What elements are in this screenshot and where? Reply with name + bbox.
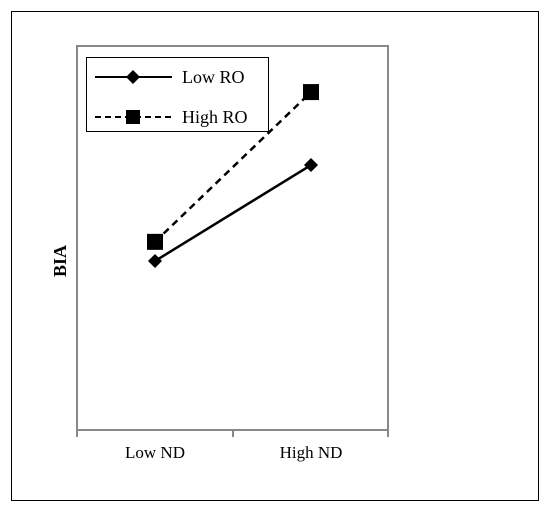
series-layer (147, 84, 319, 269)
data-point-diamond (148, 254, 162, 269)
legend-box (86, 57, 269, 132)
series-line (154, 91, 312, 243)
data-point-square (303, 84, 319, 101)
legend-label-low-ro: Low RO (182, 67, 245, 87)
legend-label-high-ro: High RO (182, 107, 248, 127)
x-tick-label: Low ND (125, 443, 185, 462)
data-point-diamond (304, 158, 318, 173)
legend-marker-diamond (126, 70, 140, 84)
legend: Low RO High RO (86, 57, 269, 132)
legend-marker-square (126, 110, 140, 124)
series-line (154, 163, 312, 263)
series-high-ro (147, 84, 319, 250)
data-point-square (147, 233, 163, 250)
figure-border (11, 11, 539, 501)
y-axis-label: BIA (50, 245, 70, 277)
series-low-ro (148, 158, 318, 269)
x-tick-label: High ND (280, 443, 343, 462)
